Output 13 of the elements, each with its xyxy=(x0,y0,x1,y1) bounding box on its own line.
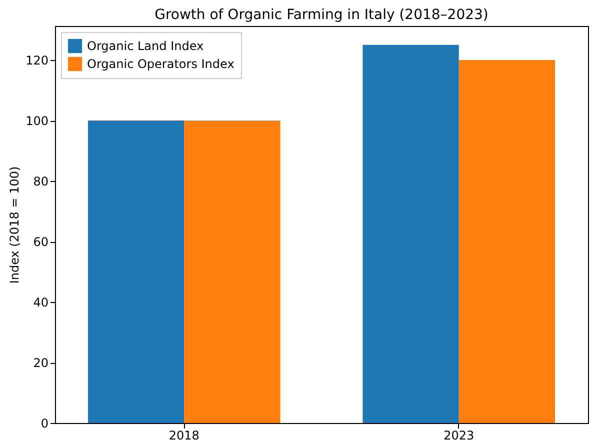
y-tick-label: 100 xyxy=(26,114,48,128)
y-tick-label: 80 xyxy=(33,174,48,189)
y-tick-label: 40 xyxy=(33,296,48,310)
x-tick-label: 2023 xyxy=(444,428,474,442)
x-tick-label: 2018 xyxy=(168,428,200,442)
chart-title: Growth of Organic Farming in Italy (2018–2023) xyxy=(154,7,488,23)
legend-label: Organic Land Index xyxy=(87,39,204,53)
y-tick-label: 60 xyxy=(33,235,48,250)
y-tick-label: 120 xyxy=(26,54,48,68)
y-axis-title: Index (2018 = 100) xyxy=(8,166,22,284)
legend-label: Organic Operators Index xyxy=(87,57,234,71)
y-tick-label: 0 xyxy=(40,416,48,430)
y-tick-label: 20 xyxy=(33,356,48,370)
